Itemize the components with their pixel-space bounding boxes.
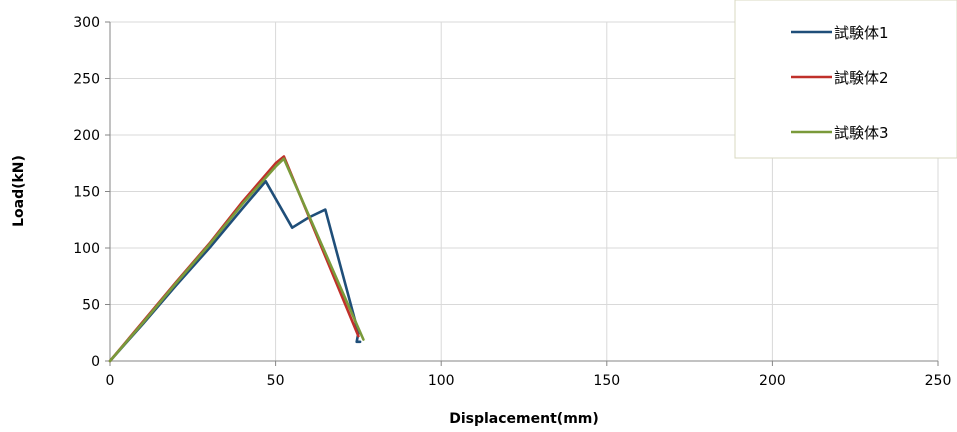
legend-label-3: 試験体3 [834,124,889,142]
y-tick-label: 100 [73,241,100,257]
series-line-3 [108,157,365,363]
axes [105,21,939,366]
y-tick-label: 0 [91,354,100,370]
y-tick-label: 250 [73,72,100,88]
legend-label-1: 試験体1 [834,24,889,42]
y-tick-labels: 0 50 100 150 200 250 300 [73,15,100,370]
x-tick-label: 150 [593,373,620,389]
x-tick-label: 50 [267,373,285,389]
y-tick-label: 150 [73,185,100,201]
y-tick-label: 200 [73,128,100,144]
y-axis-title: Load(kN) [11,155,27,227]
x-tick-labels: 0 50 100 150 200 250 [106,373,952,389]
legend-box [734,0,957,159]
x-tick-label: 0 [106,373,115,389]
x-tick-label: 100 [428,373,455,389]
y-tick-label: 300 [73,15,100,31]
legend: 試験体1 試験体2 試験体3 [734,0,957,159]
series-line-1 [108,180,362,363]
series-line-2 [108,155,360,363]
x-tick-label: 200 [759,373,786,389]
x-axis-title: Displacement(mm) [449,411,599,427]
legend-label-2: 試験体2 [834,69,889,87]
x-tick-label: 250 [925,373,952,389]
data-series [108,155,365,363]
y-tick-label: 50 [82,298,100,314]
